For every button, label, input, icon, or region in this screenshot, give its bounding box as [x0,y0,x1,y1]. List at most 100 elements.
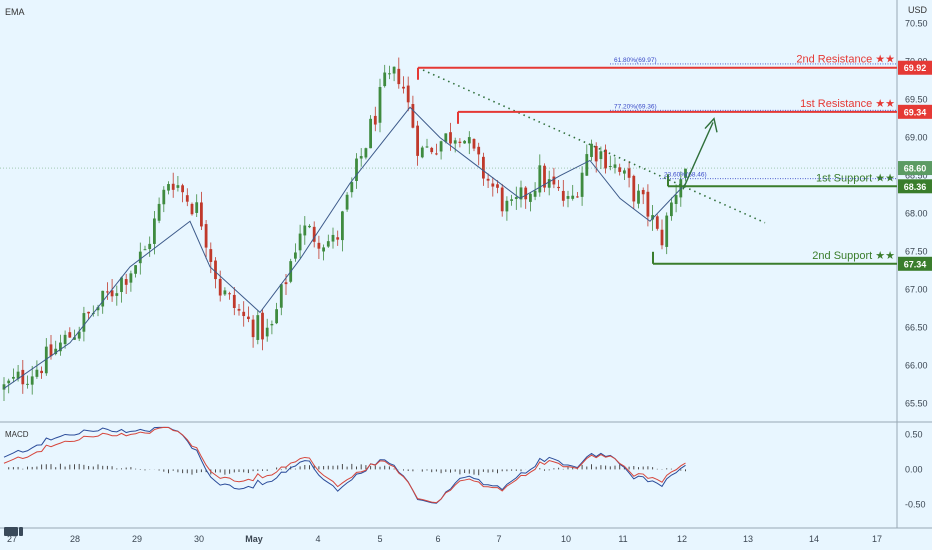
macd-tick-label: 0.50 [905,429,923,439]
candle-body [397,68,401,85]
candle-body [21,369,25,385]
macd-axis: 0.50 0.00 -0.50 [905,429,926,509]
candle-body [505,200,509,212]
time-tick-label: 13 [743,534,753,544]
candle-body [641,189,645,195]
candle-body [279,284,283,308]
candle-body [200,202,203,227]
macd-line [3,426,686,504]
candle-body [604,149,607,169]
candle-body [54,348,58,355]
candle-body [500,187,504,212]
candle-body [383,72,387,87]
time-tick-label: May [245,534,263,544]
price-tick-label: 67.00 [905,285,928,295]
level-label: 1st Support ★★ [816,172,895,184]
candle-body [247,316,250,320]
candle-body [12,376,15,379]
candle-body [486,178,490,181]
candle-body [585,154,589,176]
candle-body [665,215,669,247]
candle-body [590,143,593,157]
candle-body [209,249,213,262]
candle-body [651,215,654,220]
price-tick-label: 69.50 [905,95,928,105]
candle-body [303,225,307,236]
candle-body [684,168,687,178]
candle-body [265,327,269,337]
candle-body [529,193,532,202]
candle-body [608,165,612,167]
candle-body [171,183,175,190]
candle-body [566,196,570,199]
candle-body [359,156,363,159]
candle-body [35,369,39,377]
fib-label: 77.20%(69.36) [614,103,657,110]
candle-body [298,233,302,251]
price-tick-label: 68.50 [905,171,928,181]
candle-body [637,190,640,204]
ema-line [3,106,687,389]
candle-body [59,342,62,352]
candle-body [463,140,466,144]
candle-body [124,279,128,285]
price-tick-label: 69.00 [905,133,928,143]
candle-body [73,337,76,340]
candle-body [524,187,528,200]
candle-body [670,202,673,217]
candle-body [402,86,405,89]
candle-body [106,291,109,293]
candle-body [364,148,368,158]
candle-body [538,165,542,193]
candle-body [181,185,184,193]
macd-tick-label: -0.50 [905,499,926,509]
candle-body [341,211,344,241]
candle-body [204,224,208,248]
indicator-label: EMA [5,7,25,17]
candle-body [519,187,523,200]
candle-body [420,147,424,158]
candle-body [444,133,448,142]
macd-panel [3,426,686,504]
price-tick-label: 68.00 [905,209,928,219]
candle-body [388,73,391,75]
candle-body [223,290,227,295]
price-tick-label: 65.50 [905,399,928,409]
candle-body [406,85,410,103]
price-tick-label: 66.00 [905,361,928,371]
candle-body [369,118,372,149]
macd-tick-label: 0.00 [905,464,923,474]
candle-body [284,282,288,285]
candle-body [594,145,598,162]
candle-body [157,203,161,221]
candle-body [467,137,471,144]
price-badge [898,104,932,119]
candle-body [256,315,260,340]
candle-body [49,344,53,357]
candle-body [16,371,20,379]
candle-body [482,156,485,179]
time-tick-label: 5 [377,534,382,544]
candle-body [68,332,72,338]
projection-arrowhead [704,117,718,133]
candle-body [416,125,419,156]
candle-body [632,175,636,202]
level-label: 2nd Support ★★ [812,250,895,262]
time-tick-label: 10 [561,534,571,544]
projection-arrow [682,122,714,190]
candle-body [148,243,152,250]
price-badge-label: 69.92 [904,63,927,73]
candle-body [82,313,86,332]
candle-body [110,290,114,297]
candle-body [580,172,584,197]
candle-body [674,195,678,204]
candle-body [63,334,67,345]
candle-body [472,138,476,149]
candle-body [270,323,274,326]
candle-body [40,370,43,374]
candle-body [623,170,626,174]
candle-body [294,252,297,259]
candle-body [618,167,622,172]
candle-body [543,165,546,188]
